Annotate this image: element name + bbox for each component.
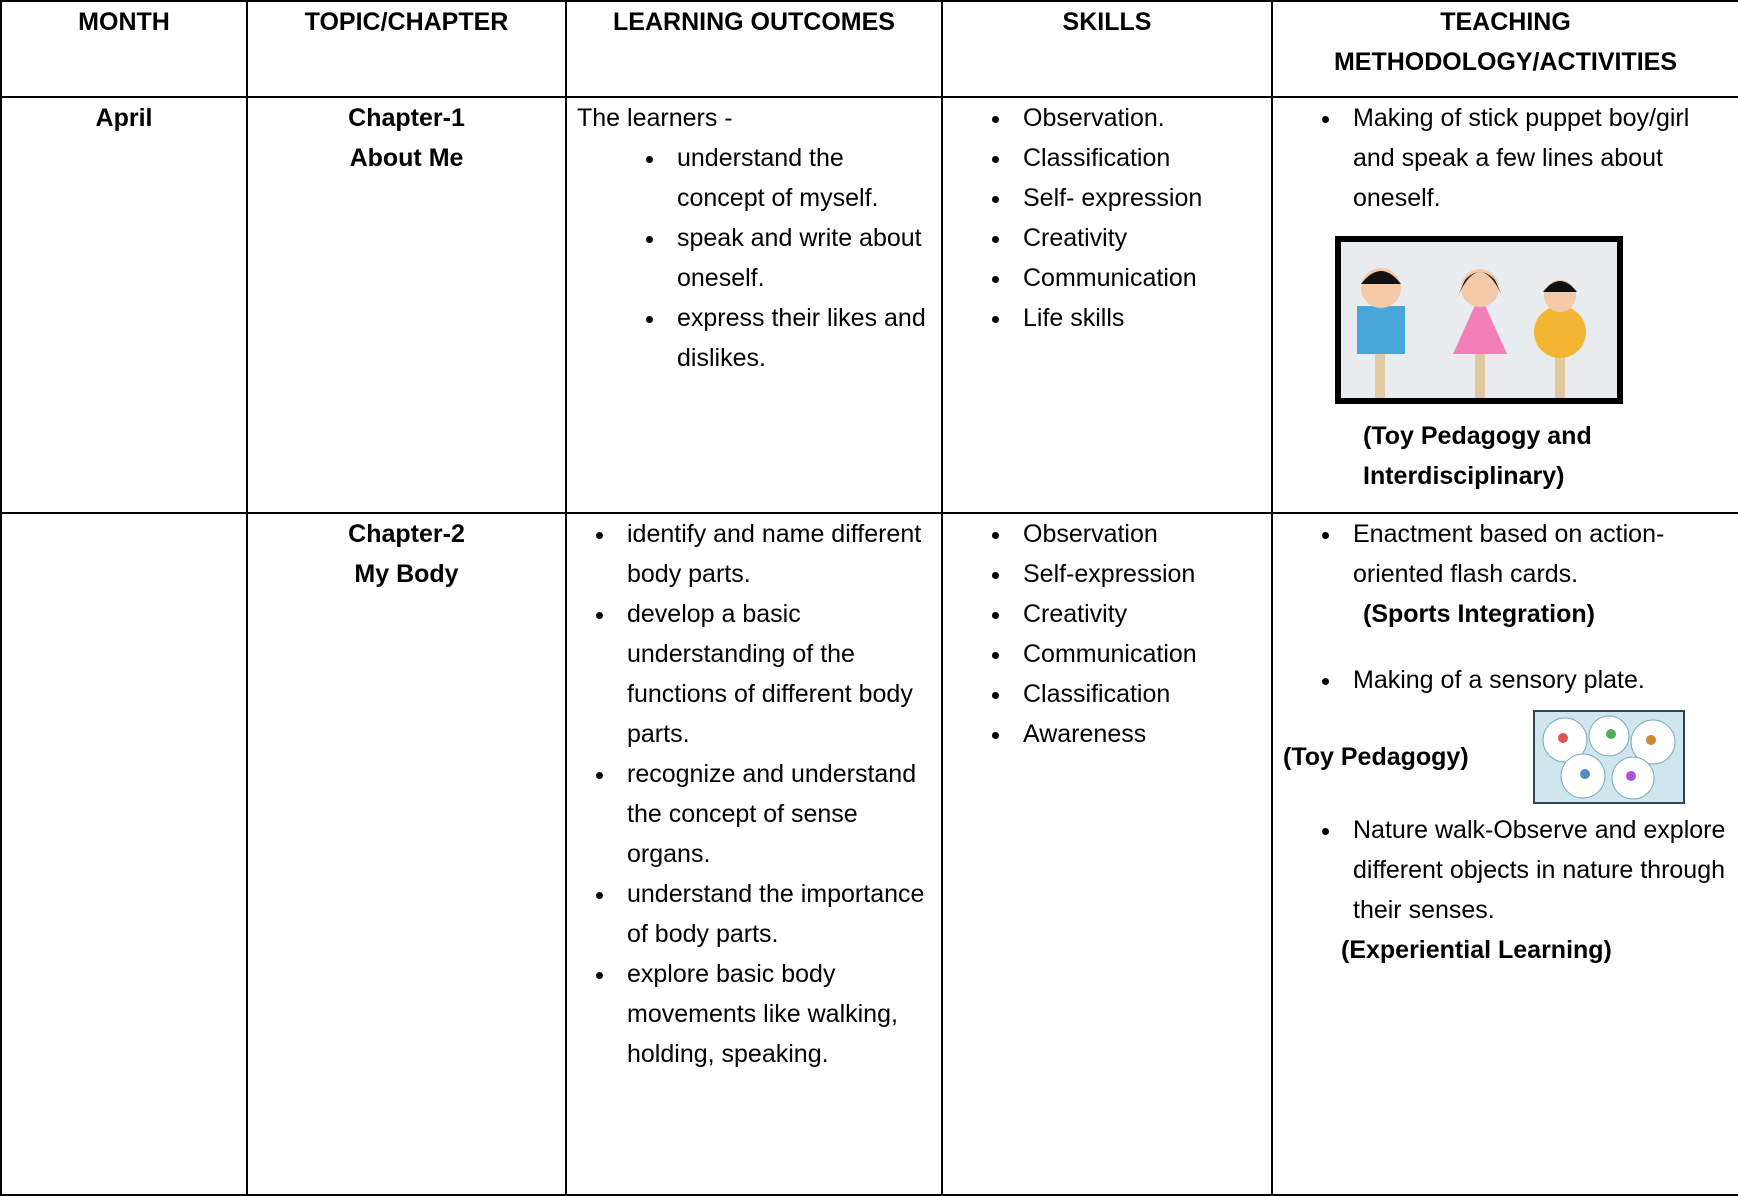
skill: Observation. [1013,98,1261,138]
header-cell: MONTH [0,0,248,98]
skill: Awareness [1013,714,1261,754]
header-cell: LEARNING OUTCOMES [565,0,943,98]
chapter: Chapter-2 [348,520,465,548]
skill: Creativity [1013,594,1261,634]
header: MONTH [78,8,170,36]
header: LEARNING OUTCOMES [613,8,895,36]
activity: Enactment based on action-oriented flash… [1343,514,1728,594]
header-cell: SKILLS [941,0,1273,98]
chapter-cell: Chapter-2 My Body [246,512,567,1196]
activity: Making of stick puppet boy/girl and spea… [1343,98,1728,218]
skill: Self-expression [1013,554,1261,594]
outcome: understand the concept of myself. [667,138,931,218]
activity-tag: (Sports Integration) [1363,600,1595,628]
outcome: explore basic body movements like walkin… [617,954,931,1074]
topic: My Body [354,560,459,588]
month: April [95,104,153,132]
outcome: recognize and understand the concept of … [617,754,931,874]
activities-list: Making of stick puppet boy/girl and spea… [1283,98,1728,218]
topic: About Me [349,144,464,172]
outcome: understand the importance of body parts. [617,874,931,954]
outcomes-cell: The learners - understand the concept of… [565,96,943,514]
skill: Classification [1013,674,1261,714]
skill: Communication [1013,258,1261,298]
header: TEACHING METHODOLOGY/ACTIVITIES [1333,8,1678,76]
activities-cell: Making of stick puppet boy/girl and spea… [1271,96,1738,514]
skill: Classification [1013,138,1261,178]
skills-cell: Observation. Classification Self- expres… [941,96,1273,514]
header-cell: TOPIC/CHAPTER [246,0,567,98]
skill: Communication [1013,634,1261,674]
skill: Life skills [1013,298,1261,338]
header: SKILLS [1062,8,1152,36]
chapter-cell: Chapter-1 About Me [246,96,567,514]
outcome: express their likes and dislikes. [667,298,931,378]
activity-tag: (Toy Pedagogy) [1283,743,1469,771]
month-cell [0,512,248,1196]
month-cell: April [0,96,248,514]
activity: Nature walk-Observe and explore differen… [1343,810,1728,930]
outcomes-list: identify and name different body parts. … [577,514,931,1074]
header-row: MONTH TOPIC/CHAPTER LEARNING OUTCOMES SK… [0,0,1738,98]
activities-list: Making of a sensory plate. [1283,660,1728,700]
outcomes-cell: identify and name different body parts. … [565,512,943,1196]
skill: Observation [1013,514,1261,554]
outcome: identify and name different body parts. [617,514,931,594]
chapter: Chapter-1 [348,104,465,132]
skill: Creativity [1013,218,1261,258]
row: April Chapter-1 About Me The learners - … [0,96,1738,514]
skills-list: Observation Self-expression Creativity C… [953,514,1261,754]
header-cell: TEACHING METHODOLOGY/ACTIVITIES [1271,0,1738,98]
skill: Self- expression [1013,178,1261,218]
header: TOPIC/CHAPTER [304,8,509,36]
outcome: develop a basic understanding of the fun… [617,594,931,754]
puppet-image [1335,236,1623,404]
activity-tag: (Experiential Learning) [1341,936,1612,964]
skills-list: Observation. Classification Self- expres… [953,98,1261,338]
activities-list: Nature walk-Observe and explore differen… [1283,810,1728,930]
outcomes-intro: The learners - [577,104,733,132]
outcomes-list: understand the concept of myself. speak … [577,138,931,378]
activities-cell: Enactment based on action-oriented flash… [1271,512,1738,1196]
sensory-row: (Toy Pedagogy) [1283,710,1728,804]
activity: Making of a sensory plate. [1343,660,1728,700]
row: Chapter-2 My Body identify and name diff… [0,512,1738,1196]
skills-cell: Observation Self-expression Creativity C… [941,512,1273,1196]
activity-tag: (Toy Pedagogy and Interdisciplinary) [1363,422,1592,490]
outcome: speak and write about oneself. [667,218,931,298]
activities-list: Enactment based on action-oriented flash… [1283,514,1728,594]
sensory-plate-image [1533,710,1685,804]
